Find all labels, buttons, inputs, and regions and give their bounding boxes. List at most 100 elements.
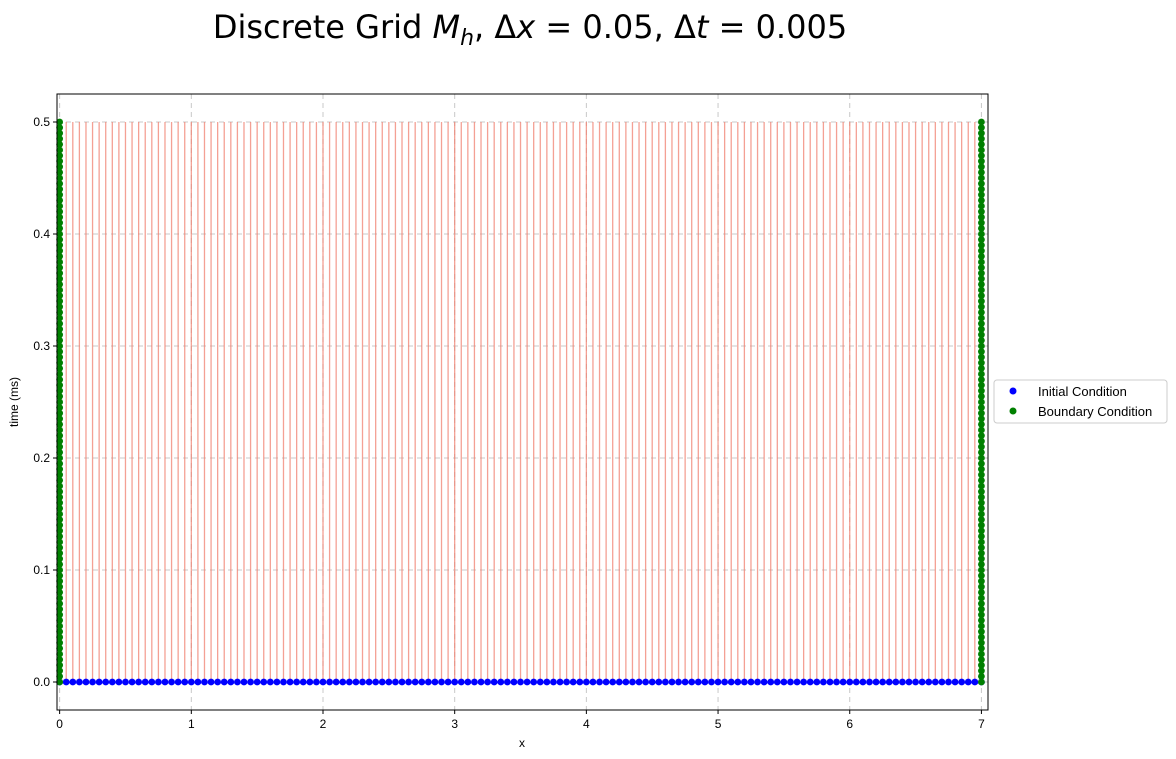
title-dx-var: x [515,8,536,46]
boundary-condition-point [56,409,64,417]
initial-condition-point [905,678,913,686]
initial-condition-point [760,678,768,686]
initial-condition-point [385,678,393,686]
initial-condition-point [852,678,860,686]
boundary-condition-point [978,628,985,635]
initial-condition-point [457,678,465,686]
boundary-condition-point [56,661,64,669]
boundary-condition-point [978,589,985,596]
boundary-condition-point [56,208,64,216]
boundary-condition-point [56,538,64,546]
initial-condition-point [273,678,281,686]
boundary-condition-point [56,258,64,266]
initial-condition-point [240,678,248,686]
initial-condition-point [326,678,333,686]
boundary-condition-point [56,505,64,512]
boundary-condition-point [56,264,64,271]
boundary-condition-point [978,387,985,395]
boundary-condition-point [56,129,64,137]
initial-condition-point [484,678,492,686]
initial-condition-point [227,678,235,686]
boundary-condition-point [978,566,985,574]
boundary-condition-point [978,673,985,680]
initial-condition-point [734,678,742,686]
boundary-condition-point [978,577,985,585]
boundary-condition-point [56,314,64,322]
boundary-condition-point [978,533,985,540]
initial-condition-point [635,678,643,686]
boundary-condition-point [978,650,985,658]
boundary-condition-point [56,163,64,171]
initial-condition-point [392,678,399,686]
initial-condition-point [925,678,933,686]
x-tick-label: 3 [451,717,458,731]
boundary-condition-point [978,230,985,238]
interior-grid-lines [65,122,976,682]
initial-condition-point [444,678,452,686]
initial-condition-point [780,678,788,686]
initial-condition-point [530,678,538,686]
initial-condition-point [352,678,360,686]
initial-condition-point [253,678,261,686]
boundary-condition-point [978,236,985,244]
boundary-condition-point [978,678,985,686]
initial-condition-point [589,678,597,686]
y-tick-label: 0.1 [33,563,50,577]
boundary-condition-point [56,365,64,372]
initial-condition-point [365,678,373,686]
boundary-condition-point [978,521,985,529]
boundary-condition-point [56,381,64,389]
boundary-condition-point [978,146,985,154]
initial-condition-point [141,678,149,686]
boundary-condition-point [56,320,64,327]
boundary-condition-point [56,600,64,607]
boundary-condition-point [56,325,64,333]
boundary-condition-point [56,437,64,445]
boundary-condition-point [56,404,64,411]
initial-condition-point [747,678,755,686]
boundary-condition-point [978,269,985,277]
boundary-condition-point [56,202,64,210]
boundary-condition-point [56,527,64,535]
initial-condition-point [286,678,294,686]
boundary-condition-point [56,516,64,523]
y-tick-label: 0.5 [33,115,50,129]
initial-condition-point [503,678,511,686]
initial-condition-point [550,678,557,686]
initial-condition-point [220,678,228,686]
boundary-condition-point [56,611,64,619]
initial-condition-point [510,678,518,686]
boundary-condition-point [978,141,985,148]
initial-condition-point [931,678,939,686]
initial-condition-point [648,678,656,686]
boundary-condition-point [978,661,985,669]
initial-condition-point [543,678,551,686]
initial-condition-point [879,678,887,686]
initial-condition-point [708,678,715,686]
initial-condition-point [964,678,972,686]
boundary-condition-point [56,269,64,277]
initial-condition-point [951,678,959,686]
initial-condition-point [622,678,630,686]
x-tick-label: 2 [320,717,327,731]
legend-label-initial: Initial Condition [1038,384,1127,399]
boundary-condition-point [978,219,985,227]
initial-condition-point [767,678,775,686]
initial-condition-point [115,678,123,686]
boundary-condition-point [978,544,985,551]
boundary-condition-point [978,555,985,563]
boundary-condition-point [978,286,985,294]
boundary-condition-point [978,225,985,232]
initial-condition-point [576,678,584,686]
boundary-condition-point [978,409,985,417]
title-m: M [432,8,460,46]
boundary-condition-point [978,656,985,663]
initial-condition-point [181,678,189,686]
boundary-condition-point [978,331,985,339]
boundary-condition-point [56,421,64,428]
legend-label-boundary: Boundary Condition [1038,404,1152,419]
title-sep1: , Δ [474,8,516,46]
x-tick-label: 0 [56,717,63,731]
initial-condition-point [122,678,129,686]
